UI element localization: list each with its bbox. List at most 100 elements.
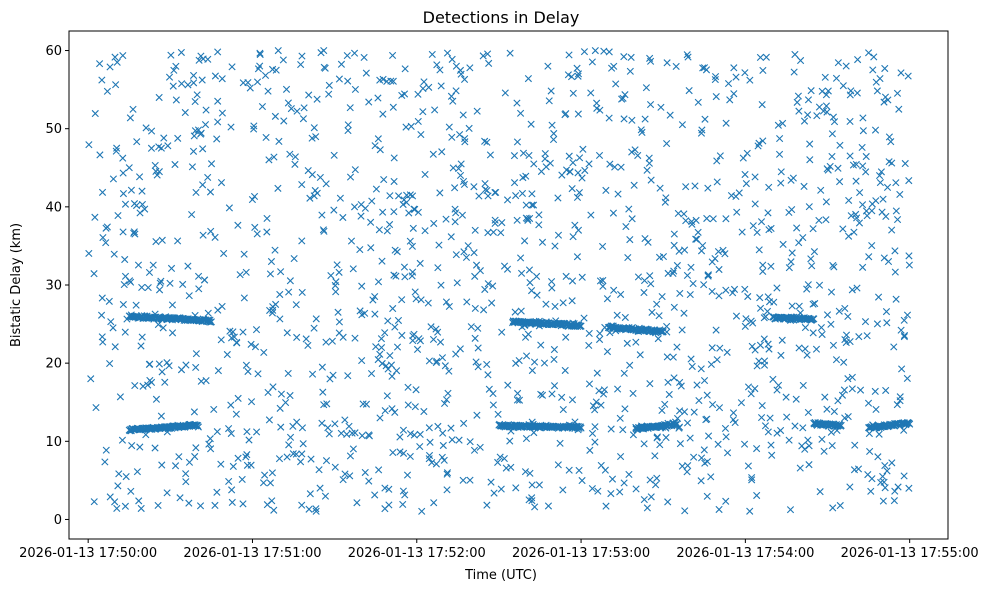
scatter-point <box>503 196 512 204</box>
scatter-point <box>600 386 609 394</box>
scatter-point <box>782 393 790 401</box>
scatter-point <box>371 310 379 318</box>
scatter-point <box>434 422 442 430</box>
scatter-point <box>715 505 723 514</box>
scatter-point <box>459 476 467 484</box>
scatter-point <box>389 448 397 457</box>
scatter-point <box>149 261 157 269</box>
scatter-point <box>846 117 854 126</box>
scatter-point <box>132 201 141 210</box>
scatter-point <box>205 440 213 448</box>
scatter-point <box>483 501 491 509</box>
scatter-point <box>217 460 225 468</box>
scatter-point <box>447 233 455 241</box>
scatter-point <box>327 271 335 280</box>
scatter-point <box>206 435 214 443</box>
scatter-point <box>516 109 525 117</box>
scatter-point <box>270 153 278 161</box>
scatter-point <box>522 201 530 209</box>
scatter-point <box>859 114 867 122</box>
scatter-point <box>197 52 205 60</box>
scatter-point <box>774 121 782 129</box>
scatter-point <box>551 242 559 250</box>
scatter-point <box>199 145 207 153</box>
scatter-point <box>174 237 182 245</box>
scatter-point <box>483 50 492 58</box>
scatter-point <box>545 97 553 105</box>
scatter-point <box>805 461 813 469</box>
x-axis-ticks: 2026-01-13 17:50:00 2026-01-13 17:51:00 20… <box>19 539 979 561</box>
scatter-point <box>885 133 893 141</box>
scatter-point <box>721 424 730 433</box>
scatter-point <box>760 357 769 365</box>
scatter-point <box>804 96 813 104</box>
scatter-point <box>800 117 809 125</box>
scatter-point <box>785 264 793 272</box>
scatter-point <box>559 486 567 494</box>
scatter-point <box>385 485 393 493</box>
scatter-point <box>91 213 99 221</box>
scatter-point <box>157 277 165 285</box>
scatter-point <box>712 93 720 101</box>
scatter-point <box>608 64 616 72</box>
scatter-point <box>189 147 198 155</box>
scatter-point <box>894 483 902 491</box>
scatter-point <box>190 79 198 87</box>
scatter-point <box>243 451 251 459</box>
scatter-point <box>440 456 448 464</box>
scatter-point <box>575 466 583 475</box>
scatter-point <box>657 103 665 111</box>
scatter-point <box>684 461 692 470</box>
scatter-point <box>748 342 756 350</box>
scatter-point <box>618 95 626 103</box>
scatter-point <box>774 381 783 389</box>
scatter-point <box>535 221 543 229</box>
scatter-point <box>865 429 873 438</box>
scatter-point <box>715 265 723 274</box>
scatter-point <box>97 311 106 319</box>
scatter-point <box>146 360 154 368</box>
scatter-point <box>157 144 165 152</box>
scatter-point <box>298 237 306 245</box>
scatter-point <box>821 393 829 401</box>
scatter-point <box>692 235 700 243</box>
scatter-point <box>417 296 425 304</box>
scatter-point <box>347 237 356 245</box>
scatter-point <box>751 346 759 354</box>
scatter-point <box>313 95 321 103</box>
scatter-point <box>897 326 905 334</box>
scatter-point <box>882 308 891 316</box>
scatter-point <box>537 341 545 349</box>
scatter-point <box>425 357 434 365</box>
scatter-point <box>320 401 328 409</box>
scatter-point <box>759 137 767 145</box>
scatter-point <box>794 92 802 100</box>
scatter-point <box>599 276 607 285</box>
y-tick-label: 50 <box>45 122 62 137</box>
scatter-point <box>518 189 527 197</box>
scatter-point <box>773 284 781 292</box>
scatter-point <box>574 110 582 118</box>
scatter-point <box>227 429 235 438</box>
scatter-point <box>290 254 298 263</box>
scatter-point <box>439 441 447 450</box>
scatter-point <box>213 135 221 143</box>
scatter-point <box>281 398 290 407</box>
scatter-point <box>680 309 688 317</box>
scatter-point <box>609 209 618 217</box>
scatter-point <box>346 173 355 181</box>
scatter-point <box>683 419 692 427</box>
scatter-point <box>320 227 328 235</box>
scatter-point <box>655 312 663 320</box>
scatter-point <box>713 178 721 186</box>
scatter-point <box>653 474 661 482</box>
scatter-point <box>749 222 757 230</box>
scatter-point <box>409 268 417 276</box>
scatter-point <box>651 452 659 460</box>
scatter-point <box>548 121 556 129</box>
scatter-point <box>353 499 361 507</box>
scatter-point <box>297 60 305 69</box>
scatter-point <box>416 430 424 438</box>
scatter-point <box>248 195 257 204</box>
scatter-point <box>795 344 803 352</box>
